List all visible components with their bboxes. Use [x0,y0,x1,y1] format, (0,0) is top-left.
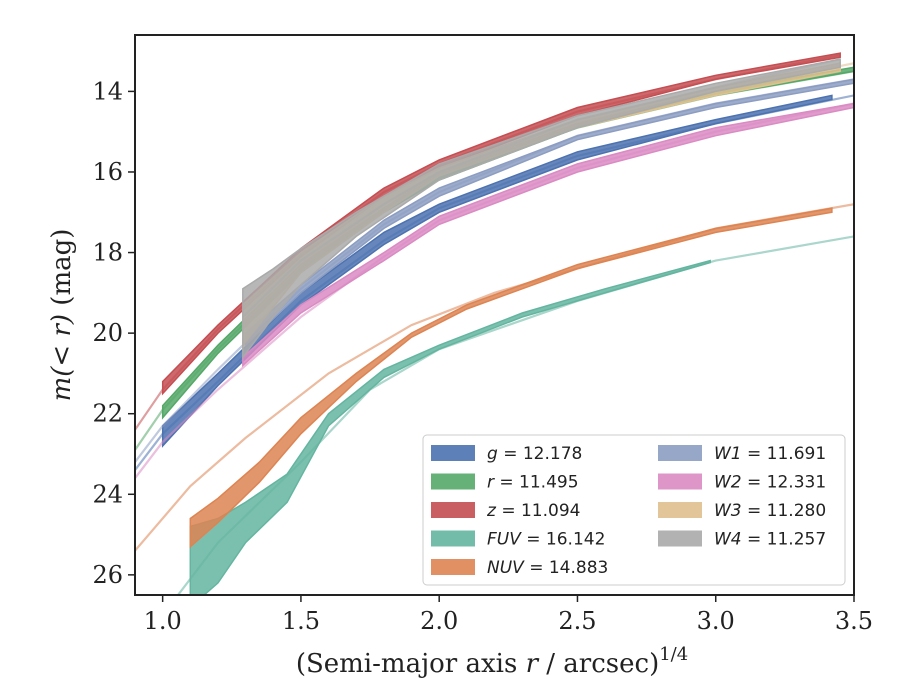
series-line-w1 [135,78,854,463]
x-tick-label: 1.0 [144,607,182,635]
series-band-w4 [242,58,841,360]
x-tick-label: 1.5 [282,607,320,635]
y-tick-label: 16 [92,158,123,186]
x-axis: 1.0 1.5 2.0 2.5 3.0 3.5 [144,595,873,635]
legend-label-w2: W2 = 12.331 [714,473,826,493]
legend-label-w3: W3 = 11.280 [714,501,826,521]
series-band-w1 [244,78,854,347]
legend-swatch-w2 [658,473,702,490]
legend: g = 12.178 r = 11.495 z = 11.094 FUV = 16.1… [422,434,846,586]
legend-label-r: r = 11.495 [487,473,579,493]
x-axis-label: (Semi-major axis r / arcsec)1/4 [296,644,688,679]
x-tick-label: 2.5 [558,607,596,635]
legend-swatch-r [431,473,475,490]
legend-label-g: g = 12.178 [487,444,582,464]
x-tick-label: 2.0 [420,607,458,635]
x-tick-label: 3.0 [697,607,735,635]
y-axis: 14 16 18 20 22 24 26 [92,77,135,589]
plot-frame [134,34,855,596]
legend-label-w4: W4 = 11.257 [714,530,826,550]
series-band-r [161,66,854,420]
series-line-z [135,54,841,431]
y-tick-label: 14 [92,77,123,105]
y-tick-label: 20 [92,319,123,347]
legend-swatch-fuv [431,530,475,547]
legend-swatch-w4 [658,530,702,547]
series-band-w3 [242,62,841,348]
legend-swatch-w3 [658,502,702,518]
y-tick-label: 26 [92,561,123,589]
plot-area [135,52,854,595]
series-band-fuv [189,259,711,595]
legend-swatch-g [431,445,475,461]
legend-label-z: z = 11.094 [486,501,580,521]
legend-swatch-w1 [658,445,702,461]
legend-label-fuv: FUV = 16.142 [487,530,605,550]
x-tick-label: 3.5 [835,607,873,635]
legend-box [422,434,846,586]
y-tick-label: 24 [92,480,123,508]
y-axis-label: m(< r) (mag) [47,229,77,402]
legend-swatch-nuv [431,559,475,575]
legend-swatch-z [431,502,475,518]
y-tick-label: 18 [92,239,123,267]
series-band-w2 [242,102,854,368]
legend-label-nuv: NUV = 14.883 [487,558,608,578]
series-band-nuv [189,207,833,549]
legend-label-w1: W1 = 11.691 [714,444,826,464]
y-tick-label: 22 [92,400,123,428]
